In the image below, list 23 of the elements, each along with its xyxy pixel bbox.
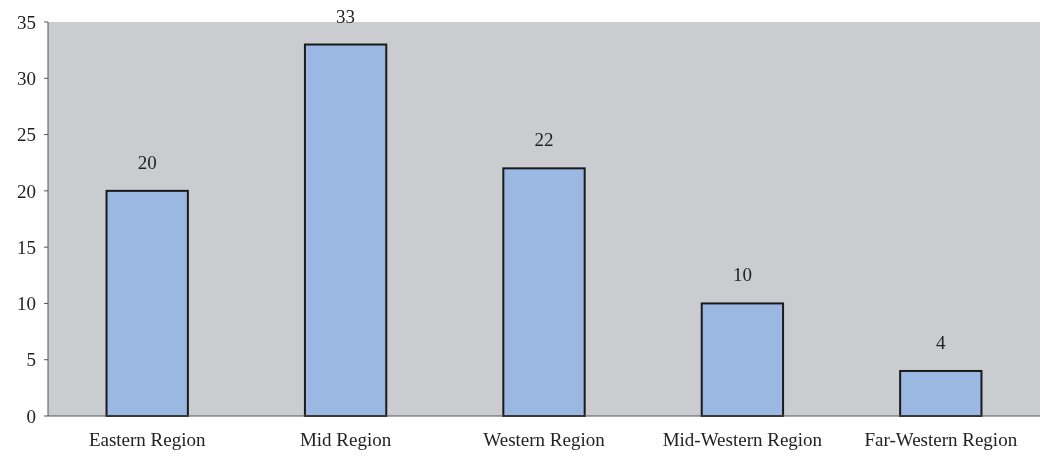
y-tick-label: 5 — [26, 349, 36, 371]
bar — [899, 369, 983, 417]
x-tick-label: Eastern Region — [88, 429, 206, 450]
bar — [303, 43, 388, 417]
y-tick-label: 30 — [17, 67, 36, 89]
bar — [700, 302, 785, 417]
y-tick-label: 0 — [26, 405, 36, 427]
data-label: 22 — [534, 129, 554, 151]
x-tick-label: Western Region — [483, 429, 606, 450]
y-tick-label: 10 — [17, 293, 36, 315]
y-tick-label: 35 — [17, 11, 36, 33]
data-label: 20 — [137, 151, 157, 173]
x-tick-label: Mid-Western Region — [662, 429, 823, 450]
y-tick-label: 25 — [17, 124, 36, 146]
x-tick-label: Mid Region — [299, 429, 392, 450]
x-tick-label: Far-Western Region — [864, 429, 1018, 450]
data-label: 33 — [336, 5, 356, 27]
bar — [105, 189, 189, 417]
y-tick-label: 15 — [17, 236, 36, 258]
y-tick-label: 20 — [17, 180, 36, 202]
data-label: 10 — [732, 264, 752, 286]
bar — [502, 167, 586, 417]
data-label: 4 — [936, 331, 947, 353]
